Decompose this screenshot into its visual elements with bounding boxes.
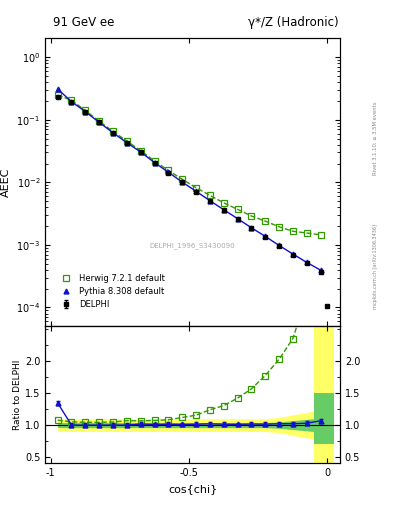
Y-axis label: Ratio to DELPHI: Ratio to DELPHI: [13, 359, 22, 430]
Text: γ*/Z (Hadronic): γ*/Z (Hadronic): [248, 16, 339, 29]
Pythia 8.308 default: [138, 149, 143, 155]
Pythia 8.308 default: [180, 179, 185, 185]
Herwig 7.2.1 default: [318, 232, 323, 238]
Herwig 7.2.1 default: [152, 158, 157, 164]
Text: Rivet 3.1.10; ≥ 3.5M events: Rivet 3.1.10; ≥ 3.5M events: [373, 101, 378, 175]
Pythia 8.308 default: [221, 207, 226, 213]
Herwig 7.2.1 default: [111, 129, 116, 135]
Pythia 8.308 default: [111, 130, 116, 136]
Line: Herwig 7.2.1 default: Herwig 7.2.1 default: [54, 92, 324, 238]
Pythia 8.308 default: [194, 188, 198, 195]
Herwig 7.2.1 default: [180, 176, 185, 182]
Pythia 8.308 default: [125, 140, 129, 146]
Pythia 8.308 default: [152, 160, 157, 166]
X-axis label: cos{chi}: cos{chi}: [168, 484, 217, 494]
Herwig 7.2.1 default: [97, 118, 101, 124]
Herwig 7.2.1 default: [249, 213, 254, 219]
Text: mcplots.cern.ch [arXiv:1306.3436]: mcplots.cern.ch [arXiv:1306.3436]: [373, 224, 378, 309]
Herwig 7.2.1 default: [125, 138, 129, 144]
Herwig 7.2.1 default: [194, 185, 198, 191]
Herwig 7.2.1 default: [263, 218, 268, 224]
Pythia 8.308 default: [166, 169, 171, 175]
Line: Pythia 8.308 default: Pythia 8.308 default: [55, 87, 323, 272]
Pythia 8.308 default: [235, 216, 240, 222]
Pythia 8.308 default: [249, 225, 254, 231]
Pythia 8.308 default: [263, 233, 268, 240]
Herwig 7.2.1 default: [290, 228, 295, 234]
Pythia 8.308 default: [83, 109, 88, 115]
Text: 91 GeV ee: 91 GeV ee: [53, 16, 114, 29]
Herwig 7.2.1 default: [69, 97, 74, 103]
Pythia 8.308 default: [304, 259, 309, 265]
Herwig 7.2.1 default: [277, 224, 281, 230]
Text: DELPHI_1996_S3430090: DELPHI_1996_S3430090: [150, 242, 235, 249]
Herwig 7.2.1 default: [221, 200, 226, 206]
Pythia 8.308 default: [318, 267, 323, 273]
Herwig 7.2.1 default: [83, 108, 88, 114]
Pythia 8.308 default: [208, 198, 212, 204]
Pythia 8.308 default: [55, 86, 60, 92]
Pythia 8.308 default: [277, 242, 281, 248]
Pythia 8.308 default: [69, 99, 74, 105]
Legend: Herwig 7.2.1 default, Pythia 8.308 default, DELPHI: Herwig 7.2.1 default, Pythia 8.308 defau…: [55, 272, 167, 311]
Herwig 7.2.1 default: [166, 167, 171, 174]
Pythia 8.308 default: [97, 119, 101, 125]
Y-axis label: AEEC: AEEC: [0, 167, 11, 197]
Herwig 7.2.1 default: [304, 230, 309, 236]
Herwig 7.2.1 default: [55, 92, 60, 98]
Pythia 8.308 default: [290, 251, 295, 257]
Herwig 7.2.1 default: [208, 192, 212, 198]
Herwig 7.2.1 default: [235, 206, 240, 212]
Herwig 7.2.1 default: [138, 147, 143, 154]
